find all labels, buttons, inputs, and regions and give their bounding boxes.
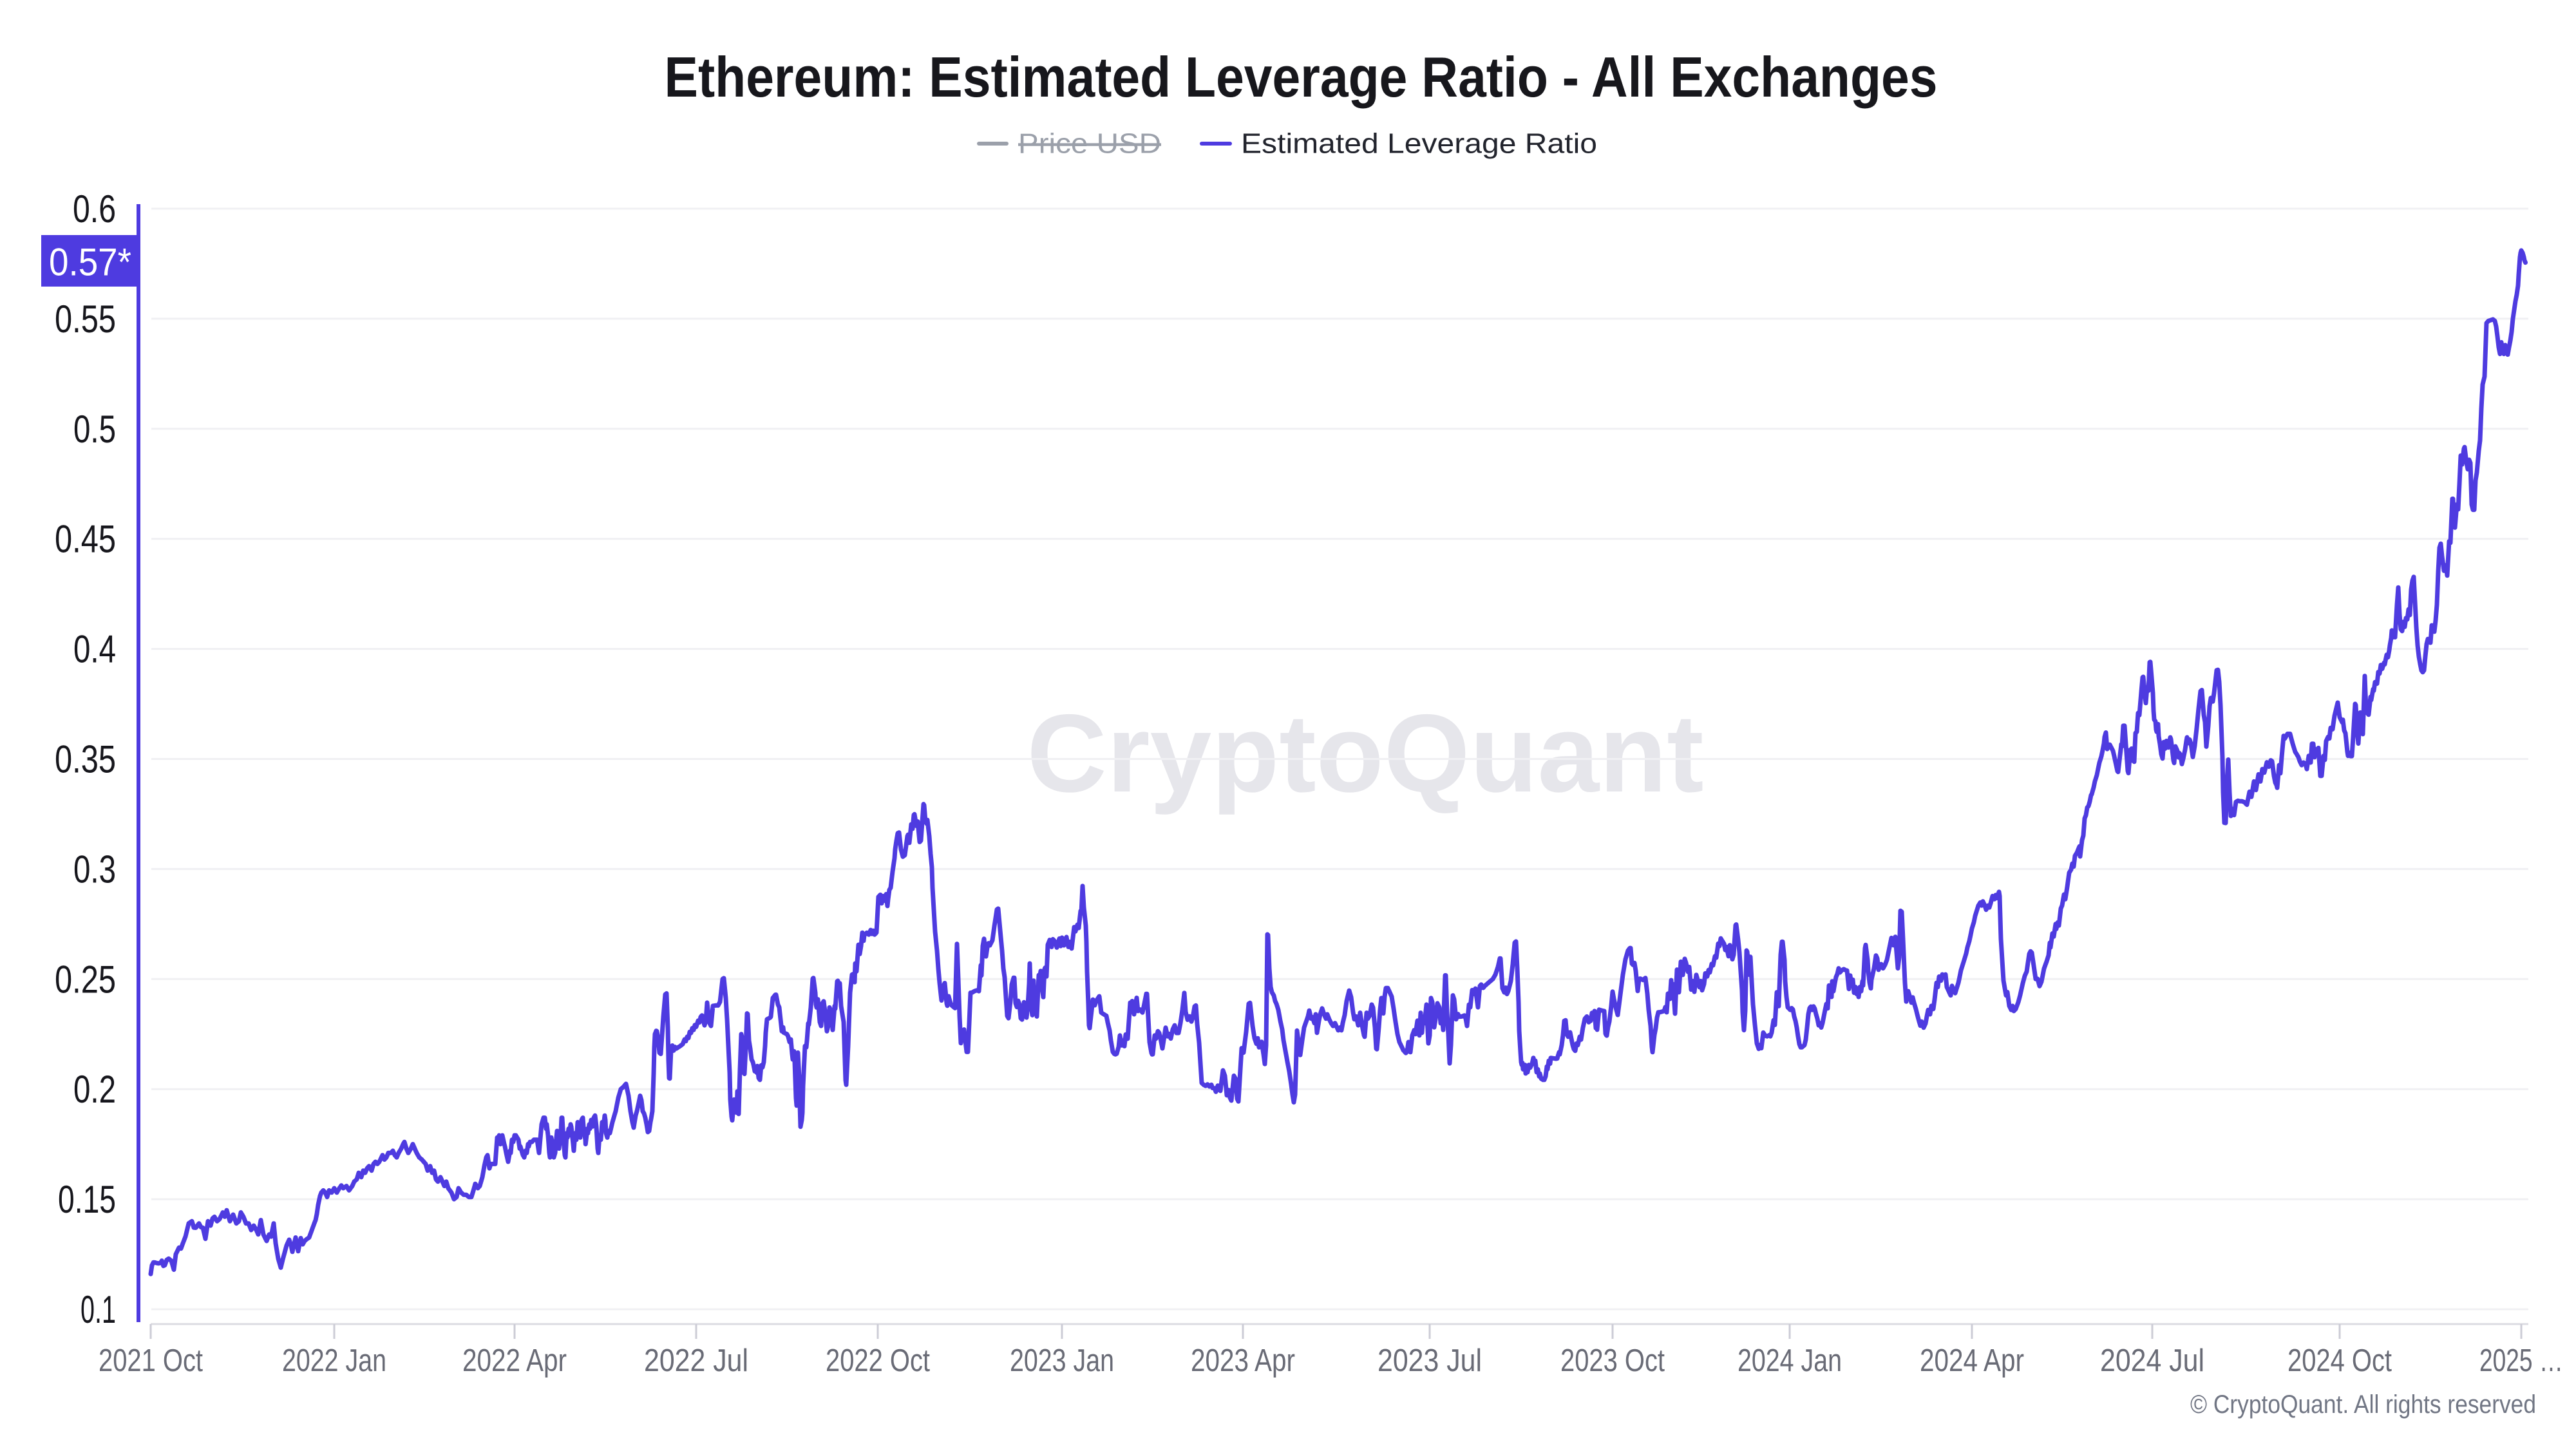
svg-text:Price USD: Price USD — [1018, 128, 1161, 160]
svg-text:0.25: 0.25 — [55, 958, 116, 1001]
svg-text:0.57*: 0.57* — [49, 241, 131, 284]
svg-text:0.1: 0.1 — [80, 1288, 116, 1331]
svg-text:0.2: 0.2 — [73, 1068, 116, 1111]
svg-text:0.6: 0.6 — [73, 187, 116, 231]
svg-text:2025 …: 2025 … — [2479, 1343, 2563, 1378]
svg-text:0.45: 0.45 — [55, 518, 116, 561]
svg-text:0.3: 0.3 — [73, 848, 116, 891]
svg-text:2021 Oct: 2021 Oct — [99, 1343, 203, 1378]
svg-text:0.5: 0.5 — [73, 408, 116, 451]
svg-text:2023 Jan: 2023 Jan — [1010, 1343, 1114, 1378]
svg-text:2022 Jan: 2022 Jan — [282, 1343, 386, 1378]
svg-text:2024 Jan: 2024 Jan — [1738, 1343, 1842, 1378]
svg-text:0.55: 0.55 — [55, 298, 116, 341]
svg-text:2024 Oct: 2024 Oct — [2287, 1343, 2392, 1378]
svg-text:2022 Apr: 2022 Apr — [462, 1343, 567, 1378]
svg-text:2023 Apr: 2023 Apr — [1191, 1343, 1295, 1378]
svg-text:0.4: 0.4 — [73, 628, 116, 671]
svg-text:2024 Apr: 2024 Apr — [1920, 1343, 2024, 1378]
svg-text:0.35: 0.35 — [55, 738, 116, 781]
svg-text:Estimated Leverage Ratio: Estimated Leverage Ratio — [1241, 128, 1597, 160]
svg-text:2022 Oct: 2022 Oct — [826, 1343, 930, 1378]
svg-text:2023 Jul: 2023 Jul — [1378, 1343, 1482, 1378]
svg-text:2023 Oct: 2023 Oct — [1560, 1343, 1665, 1378]
svg-text:0.15: 0.15 — [58, 1178, 116, 1221]
svg-text:2024 Jul: 2024 Jul — [2100, 1343, 2204, 1378]
svg-text:Ethereum: Estimated Leverage R: Ethereum: Estimated Leverage Ratio - All… — [665, 45, 1938, 109]
svg-text:© CryptoQuant. All rights rese: © CryptoQuant. All rights reserved — [2190, 1390, 2536, 1419]
svg-text:2022 Jul: 2022 Jul — [644, 1343, 748, 1378]
svg-text:CryptoQuant: CryptoQuant — [1027, 692, 1703, 815]
